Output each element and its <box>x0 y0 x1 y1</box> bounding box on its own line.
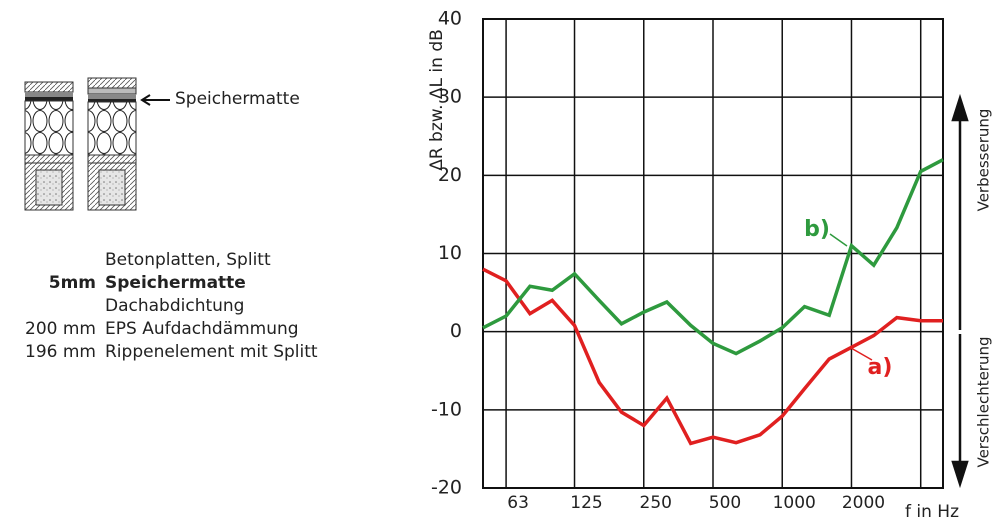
y-tick-label: 10 <box>438 242 462 264</box>
annotation: Verbesserung <box>975 109 993 212</box>
layer-name: EPS Aufdachdämmung <box>105 319 299 339</box>
layer-name: Dachabdichtung <box>105 296 244 316</box>
leader-line <box>850 347 873 361</box>
layer-thickness: 196 mm <box>25 342 96 362</box>
annotation: Verschlechterung <box>975 336 993 467</box>
section-a <box>24 81 74 211</box>
layer-name: Speichermatte <box>105 273 246 293</box>
series-label: b) <box>804 217 830 242</box>
layer-thickness: 5mm <box>49 273 96 293</box>
arrow <box>140 94 170 106</box>
x-tick-label: 2000 <box>842 493 885 513</box>
line <box>482 267 943 446</box>
layer-list: Betonplatten, Splitt 5mm Speichermatte Dach… <box>25 250 318 362</box>
y-axis-label: ΔR bzw. ΔL in dB <box>427 29 447 171</box>
arrow-down <box>951 334 969 489</box>
y-tick-label: 40 <box>438 8 462 30</box>
section-b <box>87 77 137 211</box>
x-tick-label: 125 <box>570 493 602 513</box>
diagram-label: Speichermatte <box>175 89 300 109</box>
x-tick-label: 250 <box>640 493 672 513</box>
arrow-up <box>951 93 969 330</box>
layer-thickness: 200 mm <box>25 319 96 339</box>
layer-name: Rippenelement mit Splitt <box>105 342 318 362</box>
y-tick-label: 30 <box>438 86 462 108</box>
y-tick-label: 20 <box>438 164 462 186</box>
line <box>482 158 944 356</box>
y-tick-label: 0 <box>450 320 462 342</box>
x-tick-label: 1000 <box>773 493 816 513</box>
x-tick-label: 500 <box>709 493 741 513</box>
leader-line <box>829 233 848 247</box>
series-label: a) <box>868 355 893 380</box>
roof-diagram: Speichermatte <box>24 77 300 211</box>
y-tick-label: -10 <box>431 398 462 420</box>
x-tick-label: 63 <box>507 493 529 513</box>
y-tick-label: -20 <box>431 477 462 499</box>
x-axis-label: f in Hz <box>905 502 959 522</box>
layer-name: Betonplatten, Splitt <box>105 250 271 270</box>
